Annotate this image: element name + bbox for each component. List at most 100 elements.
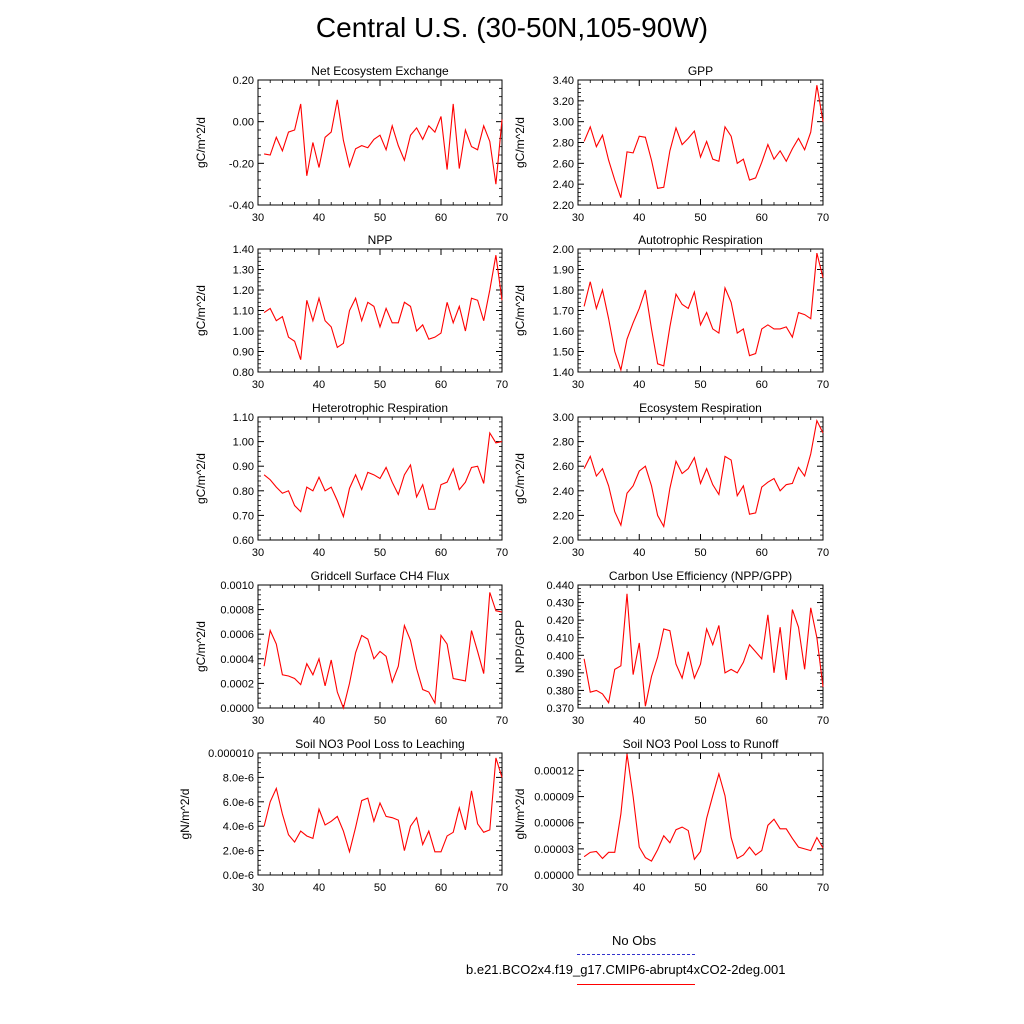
x-tick-label: 70 [817, 715, 829, 727]
x-tick-label: 30 [572, 715, 584, 727]
x-tick-label: 70 [817, 379, 829, 391]
y-tick-label: 0.380 [546, 685, 574, 697]
y-tick-label: 0.0002 [220, 678, 254, 690]
y-tick-label: 1.10 [233, 306, 254, 318]
y-tick-label: 2.60 [553, 461, 574, 473]
y-tick-label: 6.0e-6 [223, 797, 254, 809]
y-tick-label: 2.40 [553, 179, 574, 191]
y-axis-label: gC/m^2/d [513, 453, 527, 504]
panel-title: GPP [688, 64, 713, 78]
data-series-line [583, 418, 824, 529]
x-tick-label: 30 [572, 379, 584, 391]
x-tick-label: 70 [496, 547, 508, 559]
panel-title: NPP [368, 233, 393, 247]
x-tick-label: 70 [496, 379, 508, 391]
chart-panel: Net Ecosystem Exchange -0.40 -0.20 0.00 0.20… [194, 64, 508, 224]
chart-panel: NPP 0.80 0.90 1.00 1.10 1.20 1.30 1.40 30 40 50 60 7… [194, 233, 508, 391]
y-tick-label: 2.80 [553, 437, 574, 449]
data-series-line [263, 431, 503, 519]
y-tick-label: 1.50 [553, 347, 574, 359]
y-tick-label: 3.00 [553, 117, 574, 129]
legend-model-line [577, 984, 695, 985]
x-tick-label: 60 [435, 547, 447, 559]
y-tick-label: 1.90 [553, 265, 574, 277]
panel-title: Gridcell Surface CH4 Flux [311, 569, 450, 583]
y-axis-label: gC/m^2/d [513, 117, 527, 168]
chart-panel: Ecosystem Respiration 2.00 2.20 2.40 2.60 2.8… [513, 401, 829, 559]
plot-frame [577, 248, 824, 373]
y-tick-label: 0.00009 [534, 792, 574, 804]
y-tick-label: 0.000010 [208, 748, 254, 760]
y-tick-label: 1.30 [233, 265, 254, 277]
legend-obs-line [577, 954, 695, 955]
x-tick-label: 50 [374, 379, 386, 391]
y-axis-label: gN/m^2/d [178, 789, 192, 840]
y-tick-label: 3.20 [553, 96, 574, 108]
y-tick-label: 1.00 [233, 437, 254, 449]
x-tick-label: 30 [572, 882, 584, 894]
y-tick-label: 3.40 [553, 75, 574, 87]
plot-frame [257, 79, 503, 206]
x-tick-label: 30 [572, 212, 584, 224]
chart-panel: Soil NO3 Pool Loss to Leaching 0.0e-6 2.0e… [178, 737, 508, 894]
x-tick-label: 60 [756, 547, 768, 559]
chart-panel: Carbon Use Efficiency (NPP/GPP) 0.370 0.38… [513, 569, 829, 727]
y-tick-label: 0.80 [233, 486, 254, 498]
x-tick-label: 60 [435, 212, 447, 224]
y-axis-label: gC/m^2/d [194, 117, 208, 168]
x-tick-label: 50 [374, 715, 386, 727]
x-tick-label: 60 [435, 379, 447, 391]
x-tick-label: 70 [817, 212, 829, 224]
y-tick-label: 1.00 [233, 326, 254, 338]
plot-frame [577, 416, 824, 541]
y-axis-label: gC/m^2/d [194, 621, 208, 672]
panel-title: Soil NO3 Pool Loss to Runoff [623, 737, 780, 751]
y-tick-label: 0.440 [546, 580, 574, 592]
data-series-line [264, 99, 503, 185]
x-tick-label: 30 [252, 547, 264, 559]
y-tick-label: 0.20 [233, 75, 254, 87]
plot-frame [577, 584, 824, 709]
data-series-line [583, 85, 824, 198]
y-tick-label: 2.0e-6 [223, 846, 254, 858]
x-tick-label: 40 [313, 212, 325, 224]
y-tick-label: 0.00 [233, 117, 254, 129]
y-axis-label: gC/m^2/d [194, 453, 208, 504]
data-series-line [583, 753, 824, 862]
y-axis-label: gN/m^2/d [513, 789, 527, 840]
panel-title: Heterotrophic Respiration [312, 401, 448, 415]
x-tick-label: 30 [252, 882, 264, 894]
x-tick-label: 40 [633, 715, 645, 727]
y-tick-label: 2.20 [553, 200, 574, 212]
chart-panel: GPP 2.20 2.40 2.60 2.80 3.00 3.20 3.40 30 40 50 60 7… [513, 64, 829, 224]
x-tick-label: 50 [694, 715, 706, 727]
x-tick-label: 30 [252, 212, 264, 224]
x-tick-label: 50 [694, 882, 706, 894]
y-tick-label: 0.420 [546, 615, 574, 627]
y-tick-label: 0.0006 [220, 629, 254, 641]
y-tick-label: 0.90 [233, 461, 254, 473]
x-tick-label: 50 [374, 547, 386, 559]
y-axis-label: NPP/GPP [513, 620, 527, 673]
y-tick-label: 0.00012 [534, 765, 574, 777]
y-axis-label: gC/m^2/d [194, 285, 208, 336]
y-tick-label: 2.60 [553, 158, 574, 170]
x-tick-label: 50 [694, 379, 706, 391]
x-tick-label: 50 [694, 212, 706, 224]
x-tick-label: 70 [496, 715, 508, 727]
y-tick-label: 1.20 [233, 285, 254, 297]
y-tick-label: 1.40 [233, 244, 254, 256]
y-tick-label: -0.20 [229, 158, 254, 170]
y-tick-label: 1.60 [553, 326, 574, 338]
chart-panel: Autotrophic Respiration 1.40 1.50 1.60 1.70 1… [513, 233, 829, 391]
x-tick-label: 40 [313, 547, 325, 559]
x-tick-label: 60 [756, 379, 768, 391]
panel-title: Net Ecosystem Exchange [311, 64, 449, 78]
y-tick-label: 1.10 [233, 412, 254, 424]
x-tick-label: 40 [633, 547, 645, 559]
plot-frame [577, 79, 824, 206]
plot-frame [257, 584, 503, 709]
y-tick-label: 8.0e-6 [223, 772, 254, 784]
x-tick-label: 30 [252, 379, 264, 391]
